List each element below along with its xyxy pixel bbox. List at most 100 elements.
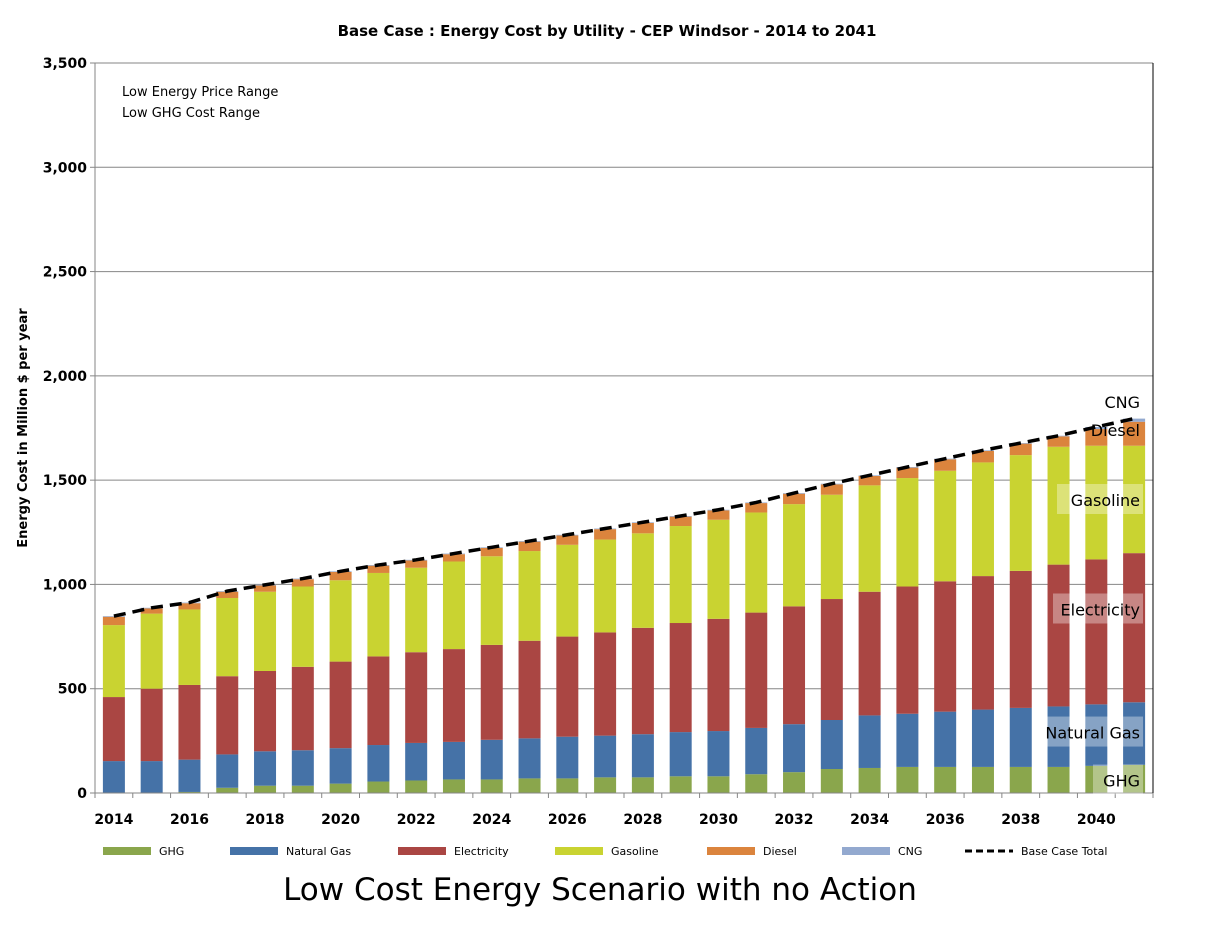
bar-ghg-2030 <box>707 776 730 793</box>
bar-ghg-2022 <box>405 780 428 793</box>
x-tick-label: 2040 <box>1077 812 1116 828</box>
bar-gasoline-2040 <box>1085 445 1108 560</box>
x-tick-label: 2034 <box>850 812 889 828</box>
y-tick-label: 0 <box>77 786 87 802</box>
bar-diesel-2016 <box>178 603 201 610</box>
bar-electricity-2028 <box>631 627 654 735</box>
bar-diesel-2022 <box>405 560 428 568</box>
bar-ghg-2031 <box>745 774 768 793</box>
y-axis-label: Energy Cost in Million $ per year <box>16 308 31 548</box>
legend-label: Base Case Total <box>1021 845 1107 858</box>
bar-diesel-2029 <box>669 516 692 527</box>
bar-electricity-2032 <box>783 606 806 725</box>
series-label-ghg: GHG <box>1103 772 1140 791</box>
bar-diesel-2035 <box>896 467 919 479</box>
bar-gasoline-2034 <box>858 485 881 592</box>
bar-ghg-2040 <box>1085 765 1108 793</box>
base-case-total-line <box>113 416 1135 618</box>
bar-gasoline-2038 <box>1009 455 1032 571</box>
legend-label: Gasoline <box>611 845 659 858</box>
bar-natural-gas-2041 <box>1123 702 1146 765</box>
y-tick-label: 500 <box>58 682 87 698</box>
legend-label: Natural Gas <box>286 845 351 858</box>
bar-natural-gas-2031 <box>745 727 768 775</box>
bar-electricity-2034 <box>858 591 881 716</box>
bar-diesel-2037 <box>971 450 994 463</box>
bar-gasoline-2017 <box>216 597 239 677</box>
y-tick-label: 2,000 <box>43 369 88 385</box>
bar-ghg-2041 <box>1123 764 1146 793</box>
series-label-gasoline: Gasoline <box>1071 491 1140 510</box>
bar-gasoline-2015 <box>140 613 163 689</box>
y-tick-label: 2,500 <box>43 265 88 281</box>
bar-natural-gas-2016 <box>178 759 201 792</box>
bar-electricity-2038 <box>1009 570 1032 708</box>
bar-ghg-2036 <box>934 766 957 793</box>
stacked-bar-chart: Base Case : Energy Cost by Utility - CEP… <box>16 22 1154 858</box>
series-label-natural-gas: Natural Gas <box>1045 724 1140 743</box>
bar-natural-gas-2027 <box>594 735 617 778</box>
x-tick-label: 2024 <box>472 812 511 828</box>
bar-gasoline-2030 <box>707 519 730 619</box>
bar-gasoline-2027 <box>594 539 617 633</box>
bar-electricity-2022 <box>405 652 428 743</box>
series-label-cng: CNG <box>1104 393 1140 412</box>
bar-electricity-2040 <box>1085 559 1108 705</box>
bar-natural-gas-2035 <box>896 713 919 767</box>
annotation-price-range: Low Energy Price Range <box>122 85 278 100</box>
legend-swatch <box>230 847 278 855</box>
legend-item-electricity: Electricity <box>398 845 509 858</box>
bar-diesel-2041 <box>1123 421 1146 446</box>
bar-electricity-2025 <box>518 640 541 739</box>
bar-electricity-2027 <box>594 632 617 736</box>
bar-diesel-2021 <box>367 565 390 573</box>
bar-natural-gas-2014 <box>102 761 125 793</box>
y-tick-label: 3,500 <box>43 56 88 72</box>
series-label-electricity: Electricity <box>1061 601 1140 620</box>
series-label-box <box>1057 484 1143 514</box>
legend-item-gasoline: Gasoline <box>555 845 659 858</box>
bar-diesel-2040 <box>1085 429 1108 446</box>
bar-gasoline-2023 <box>442 561 465 650</box>
x-tick-label: 2022 <box>397 812 436 828</box>
bar-diesel-2034 <box>858 475 881 486</box>
bar-gasoline-2025 <box>518 551 541 641</box>
bar-diesel-2025 <box>518 541 541 552</box>
bar-natural-gas-2034 <box>858 715 881 768</box>
bar-natural-gas-2017 <box>216 754 239 788</box>
legend-item-base-case-total: Base Case Total <box>965 845 1107 858</box>
bar-electricity-2030 <box>707 618 730 732</box>
series-label-box <box>1093 764 1143 795</box>
bar-gasoline-2019 <box>291 586 314 667</box>
bar-gasoline-2037 <box>971 462 994 577</box>
x-tick-label: 2036 <box>926 812 965 828</box>
bar-ghg-2017 <box>216 787 239 793</box>
bar-gasoline-2031 <box>745 512 768 613</box>
bar-diesel-2023 <box>442 554 465 562</box>
bar-natural-gas-2039 <box>1047 706 1070 767</box>
bar-diesel-2020 <box>329 571 352 581</box>
x-tick-label: 2030 <box>699 812 738 828</box>
legend-label: Electricity <box>454 845 509 858</box>
bar-natural-gas-2033 <box>820 720 843 770</box>
bar-cng-2014 <box>102 616 125 617</box>
bar-ghg-2038 <box>1009 766 1032 793</box>
bar-natural-gas-2028 <box>631 734 654 778</box>
bar-gasoline-2033 <box>820 494 843 600</box>
chart-title: Base Case : Energy Cost by Utility - CEP… <box>338 22 877 40</box>
legend-item-ghg: GHG <box>103 845 184 858</box>
bar-electricity-2041 <box>1123 553 1146 703</box>
bar-gasoline-2014 <box>102 625 125 698</box>
bar-natural-gas-2024 <box>480 739 503 780</box>
bar-diesel-2032 <box>783 493 806 505</box>
bar-electricity-2019 <box>291 666 314 751</box>
y-tick-label: 3,000 <box>43 160 88 176</box>
bar-cng-2040 <box>1085 426 1108 430</box>
bar-ghg-2039 <box>1047 766 1070 793</box>
legend-swatch <box>842 847 890 855</box>
bar-natural-gas-2023 <box>442 741 465 780</box>
bar-diesel-2033 <box>820 484 843 495</box>
legend-item-diesel: Diesel <box>707 845 797 858</box>
bar-electricity-2035 <box>896 586 919 714</box>
series-label-box <box>1033 716 1143 747</box>
